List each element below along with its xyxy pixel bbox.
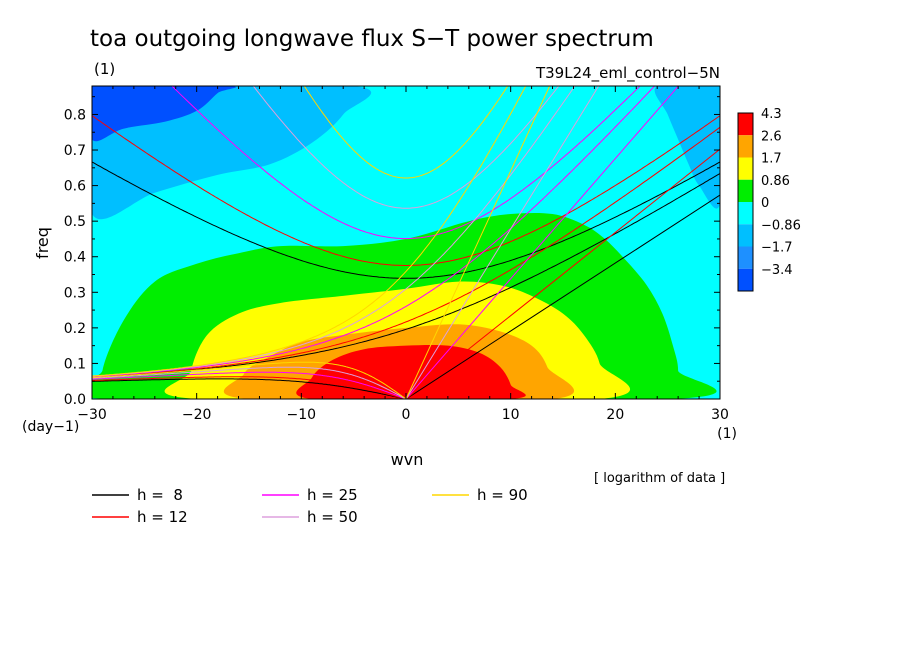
colorbar-label: 1.7 [761, 152, 782, 167]
title-unit: (1) [94, 60, 115, 78]
colorbar-label: 0 [761, 196, 769, 211]
contour-regions [92, 86, 720, 399]
axis-ticks: −30 −20 −10 0 10 20 30 0.0 0.1 0.2 0.3 0.4 0.5 0.6 0.7… [64, 86, 729, 423]
legend-label: h = 12 [137, 508, 188, 526]
x-tick-label: −30 [77, 407, 107, 423]
dispersion-curve [405, 148, 720, 399]
dispersion-curve [171, 86, 641, 240]
dispersion-curve [92, 378, 407, 399]
legend-label: h = 50 [307, 508, 358, 526]
contour-region [92, 86, 237, 142]
chart-title: toa outgoing longwave flux S−T power spe… [90, 26, 654, 52]
dispersion-curve [92, 115, 720, 266]
log-note: [ logarithm of data ] [594, 471, 725, 486]
dispersion-curve [92, 86, 576, 377]
legend-label: h = 8 [137, 486, 183, 504]
plot-area: −30 −20 −10 0 10 20 30 0.0 0.1 0.2 0.3 0.4 0.5 0.6 0.7… [64, 85, 729, 423]
dispersion-curve [303, 86, 509, 179]
curve-legend: h = 8 h = 12 h = 25 h = 50 h = 90 [92, 486, 528, 526]
colorbar-swatch [738, 157, 753, 180]
colorbar-swatch [738, 202, 753, 225]
colorbar-label: −3.4 [761, 263, 793, 278]
x-tick-label: −10 [287, 407, 317, 423]
dispersion-curve [252, 86, 560, 209]
colorbar-swatch [738, 135, 753, 158]
colorbar-label: 0.86 [761, 174, 790, 189]
dispersion-curve [92, 366, 407, 399]
x-tick-label: 0 [402, 407, 411, 423]
colorbar-label: −1.7 [761, 241, 793, 256]
x-unit-label: (1) [717, 426, 737, 442]
x-tick-label: 10 [502, 407, 520, 423]
dispersion-curve [92, 126, 720, 378]
dispersion-curves [92, 86, 720, 399]
y-unit-label: (day−1) [22, 419, 79, 435]
dispersion-curve [92, 361, 407, 399]
chart-subtitle: T39L24_eml_control−5N [535, 64, 720, 83]
x-axis-label: wvn [391, 450, 424, 469]
x-tick-label: 20 [606, 407, 624, 423]
colorbar-swatch [738, 179, 753, 202]
y-axis-label: freq [33, 227, 52, 259]
y-tick-label: 0.4 [64, 250, 86, 266]
dispersion-curve [92, 86, 656, 378]
dispersion-curve [405, 86, 600, 399]
colorbar-label: −0.86 [761, 218, 801, 233]
colorbar-frame [737, 112, 754, 292]
dispersion-curve [405, 86, 551, 399]
y-tick-label: 0.1 [64, 356, 86, 372]
colorbar: 4.3 2.6 1.7 0.86 0 −0.86 −1.7 −3.4 [737, 107, 801, 292]
y-tick-label: 0.0 [64, 392, 86, 408]
y-tick-label: 0.3 [64, 285, 86, 301]
x-tick-label: 30 [711, 407, 729, 423]
dispersion-curve [92, 161, 720, 279]
colorbar-swatch [738, 246, 753, 269]
legend-label: h = 25 [307, 486, 358, 504]
colorbar-swatch [738, 268, 753, 291]
dispersion-curve [405, 194, 720, 399]
y-tick-label: 0.7 [64, 143, 86, 159]
colorbar-swatch [738, 224, 753, 247]
x-tick-label: −20 [182, 407, 212, 423]
y-tick-label: 0.5 [64, 214, 86, 230]
contour-region [654, 86, 720, 209]
dispersion-curve [92, 86, 527, 377]
dispersion-curve [92, 371, 407, 399]
legend-label: h = 90 [477, 486, 528, 504]
colorbar-label: 4.3 [761, 107, 782, 122]
dispersion-curve [92, 376, 407, 399]
y-tick-label: 0.6 [64, 179, 86, 195]
colorbar-label: 2.6 [761, 129, 782, 144]
y-tick-label: 0.2 [64, 321, 86, 337]
colorbar-swatch [738, 113, 753, 136]
dispersion-curve [405, 86, 680, 399]
y-tick-label: 0.8 [64, 107, 86, 123]
